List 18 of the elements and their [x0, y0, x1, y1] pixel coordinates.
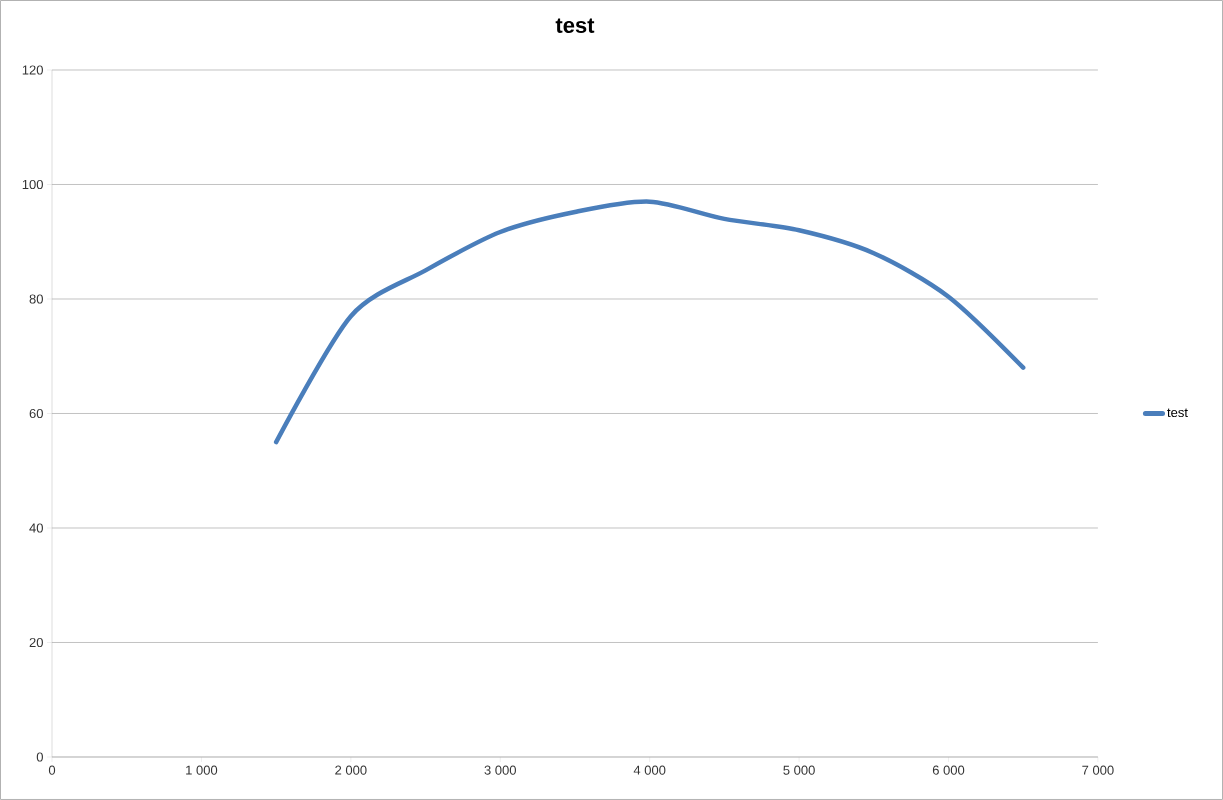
y-tick-label: 60	[29, 408, 43, 419]
x-tick-label: 7 000	[1082, 765, 1114, 775]
y-tick-label: 20	[29, 637, 43, 648]
y-tick-label: 0	[36, 752, 43, 762]
x-tick-label: 6 000	[932, 765, 965, 775]
x-tick-label: 3 000	[484, 765, 516, 775]
legend-label: test	[1167, 408, 1188, 418]
x-tick-label: 2 000	[335, 765, 367, 775]
y-tick-label: 40	[29, 523, 43, 533]
y-tick-label: 100	[22, 179, 43, 190]
x-tick-label: 0	[48, 765, 56, 775]
y-tick-label: 120	[22, 65, 43, 75]
chart-title: test	[555, 18, 595, 33]
x-tick-label: 4 000	[633, 765, 666, 775]
line-series	[273, 199, 1026, 445]
x-tick-label: 1 000	[186, 765, 218, 775]
y-tick-label: 80	[29, 294, 43, 304]
x-tick-label: 5 000	[783, 765, 815, 775]
